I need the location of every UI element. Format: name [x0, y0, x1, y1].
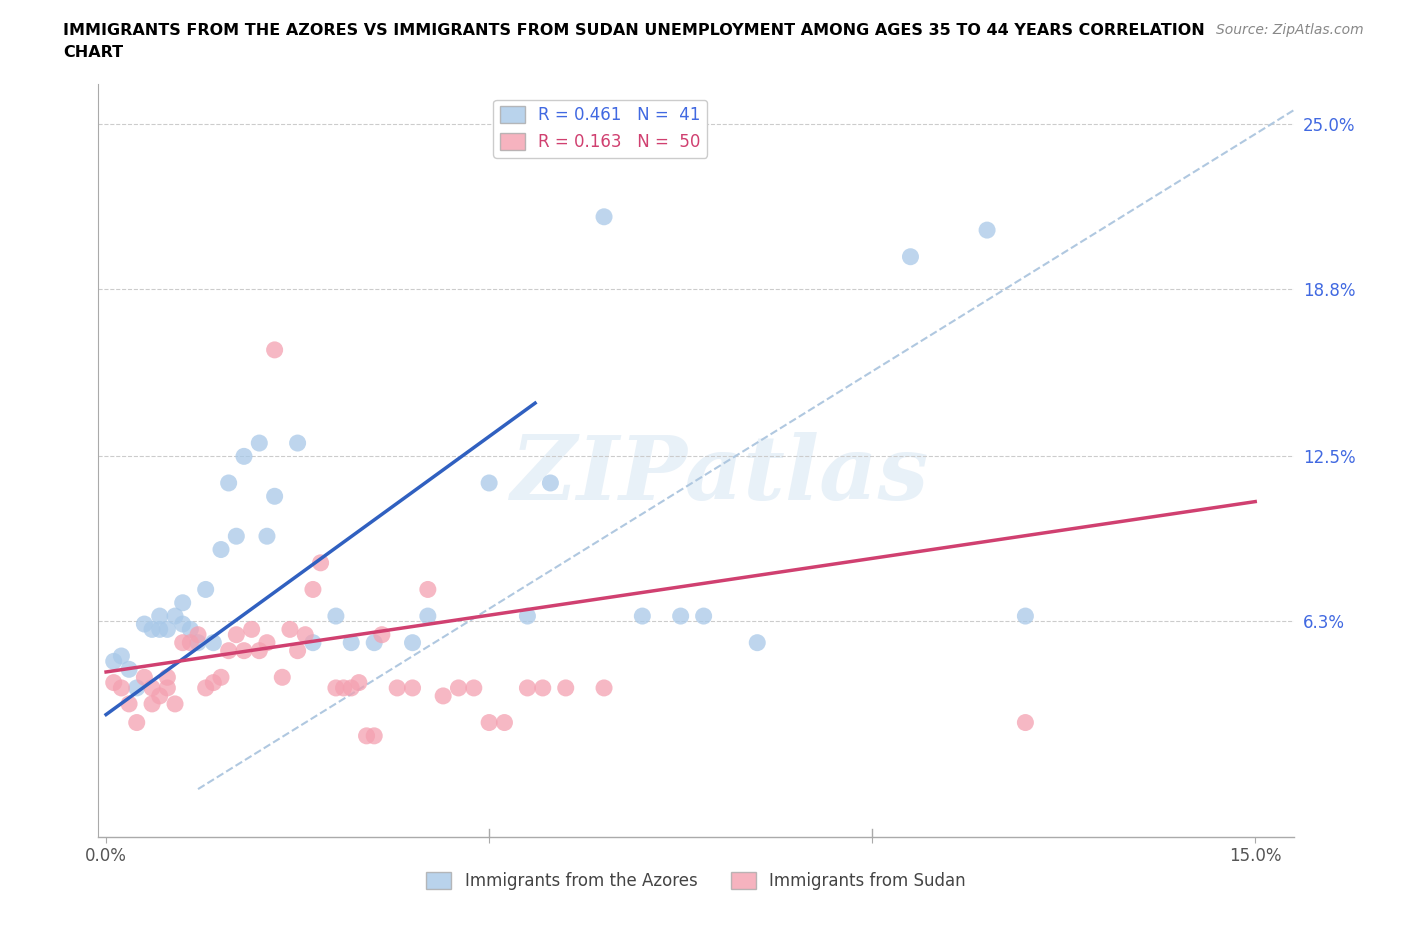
Point [340, 635, 363, 650]
Point [287, 644, 309, 658]
Point [172, 595, 194, 610]
Point [194, 582, 217, 597]
Point [125, 715, 148, 730]
Point [416, 608, 439, 623]
Point [103, 654, 125, 669]
Point [332, 681, 354, 696]
Point [363, 635, 385, 650]
Point [325, 608, 347, 623]
Point [593, 681, 616, 696]
Point [401, 681, 423, 696]
Point [118, 697, 141, 711]
Point [149, 688, 172, 703]
Point [156, 681, 179, 696]
Point [156, 622, 179, 637]
Point [302, 635, 325, 650]
Point [271, 670, 294, 684]
Point [416, 582, 439, 597]
Point [141, 697, 163, 711]
Point [478, 475, 501, 490]
Point [209, 542, 232, 557]
Point [385, 681, 409, 696]
Point [692, 608, 714, 623]
Point [233, 644, 256, 658]
Point [356, 728, 378, 743]
Point [554, 681, 576, 696]
Point [516, 681, 538, 696]
Point [134, 670, 156, 684]
Text: CHART: CHART [63, 45, 124, 60]
Point [202, 675, 225, 690]
Point [1014, 715, 1036, 730]
Point [263, 342, 285, 357]
Point [163, 608, 186, 623]
Text: ZIPatlas: ZIPatlas [512, 432, 928, 519]
Point [593, 209, 616, 224]
Point [747, 635, 769, 650]
Point [669, 608, 692, 623]
Point [149, 608, 172, 623]
Point [218, 644, 240, 658]
Point [218, 475, 240, 490]
Point [531, 681, 554, 696]
Point [194, 681, 217, 696]
Point [494, 715, 516, 730]
Text: IMMIGRANTS FROM THE AZORES VS IMMIGRANTS FROM SUDAN UNEMPLOYMENT AMONG AGES 35 T: IMMIGRANTS FROM THE AZORES VS IMMIGRANTS… [63, 23, 1205, 38]
Point [325, 681, 347, 696]
Point [538, 475, 561, 490]
Point [240, 622, 263, 637]
Point [172, 635, 194, 650]
Point [347, 675, 370, 690]
Point [516, 608, 538, 623]
Point [103, 675, 125, 690]
Point [976, 222, 998, 237]
Point [110, 648, 132, 663]
Point [302, 582, 325, 597]
Point [141, 622, 163, 637]
Point [401, 635, 423, 650]
Point [233, 449, 256, 464]
Legend: Immigrants from the Azores, Immigrants from Sudan: Immigrants from the Azores, Immigrants f… [419, 865, 973, 897]
Text: Source: ZipAtlas.com: Source: ZipAtlas.com [1216, 23, 1364, 37]
Point [287, 435, 309, 450]
Point [478, 715, 501, 730]
Point [631, 608, 654, 623]
Point [278, 622, 301, 637]
Point [187, 627, 209, 642]
Point [125, 681, 148, 696]
Point [900, 249, 922, 264]
Point [1014, 608, 1036, 623]
Point [294, 627, 316, 642]
Point [209, 670, 232, 684]
Point [179, 622, 201, 637]
Point [225, 529, 247, 544]
Point [309, 555, 332, 570]
Point [256, 635, 278, 650]
Point [371, 627, 394, 642]
Point [263, 489, 285, 504]
Point [340, 681, 363, 696]
Point [463, 681, 485, 696]
Point [163, 697, 186, 711]
Point [225, 627, 247, 642]
Point [256, 529, 278, 544]
Point [187, 635, 209, 650]
Point [118, 662, 141, 677]
Point [172, 617, 194, 631]
Point [202, 635, 225, 650]
Point [247, 435, 270, 450]
Point [134, 617, 156, 631]
Point [110, 681, 132, 696]
Point [179, 635, 201, 650]
Point [447, 681, 470, 696]
Point [432, 688, 454, 703]
Point [247, 644, 270, 658]
Point [156, 670, 179, 684]
Point [141, 681, 163, 696]
Point [363, 728, 385, 743]
Point [149, 622, 172, 637]
